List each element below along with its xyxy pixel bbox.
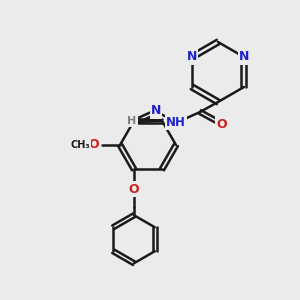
Text: O: O	[129, 183, 139, 196]
Text: NH: NH	[166, 116, 186, 128]
Text: CH₃: CH₃	[70, 140, 90, 150]
Text: N: N	[187, 50, 197, 64]
Text: O: O	[89, 139, 99, 152]
Text: H: H	[128, 116, 136, 126]
Text: N: N	[239, 50, 249, 64]
Text: N: N	[151, 104, 161, 118]
Text: O: O	[217, 118, 227, 130]
